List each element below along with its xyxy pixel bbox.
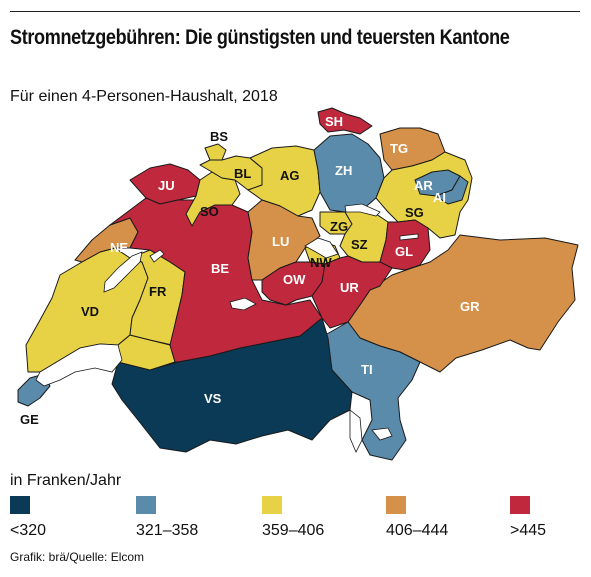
legend-swatch-gt445 (510, 496, 530, 514)
label-gr: GR (460, 299, 480, 314)
label-sh: SH (325, 114, 343, 129)
label-so: SO (200, 204, 219, 219)
label-ow: OW (283, 272, 306, 287)
legend-label-321-358: 321–358 (136, 522, 199, 539)
legend-label-lt320: <320 (10, 522, 47, 539)
legend-swatch-359-406 (262, 496, 282, 514)
lake-biel (149, 249, 165, 263)
legend-label-359-406: 359–406 (262, 522, 325, 539)
label-ur: UR (340, 280, 359, 295)
label-tg: TG (390, 141, 408, 156)
lake-zurich (344, 203, 381, 217)
lake-walen (399, 233, 419, 241)
label-zg: ZG (330, 219, 348, 234)
label-zh: ZH (335, 163, 352, 178)
lakes (35, 203, 419, 453)
label-ai: AI (433, 190, 446, 205)
label-lu: LU (272, 234, 289, 249)
label-ar: AR (414, 178, 433, 193)
canton-so[interactable] (185, 171, 241, 227)
page-subtitle: Für einen 4-Personen-Haushalt, 2018 (10, 88, 278, 105)
label-sz: SZ (351, 237, 368, 252)
legend-swatch-321-358 (136, 496, 156, 514)
label-gl: GL (395, 244, 413, 259)
legend-title: in Franken/Jahr (10, 472, 122, 489)
source-credit: Grafik: brä/Quelle: Elcom (10, 550, 145, 564)
label-nw: NW (310, 255, 332, 270)
label-bl: BL (234, 166, 251, 181)
label-ne: NE (110, 240, 128, 255)
lake-geneva (35, 343, 123, 387)
top-rule (10, 11, 580, 12)
canton-gr[interactable] (347, 234, 579, 373)
label-vd: VD (81, 304, 99, 319)
canton-lu[interactable] (247, 199, 321, 281)
label-fr: FR (149, 284, 167, 299)
canton-ti[interactable] (319, 321, 421, 461)
label-ti: TI (361, 362, 373, 377)
legend-label-gt445: >445 (510, 522, 547, 539)
canton-ag[interactable] (247, 145, 321, 217)
label-be: BE (211, 261, 229, 276)
lake-lucerne (304, 237, 339, 259)
legend-swatch-lt320 (10, 496, 30, 514)
label-vs: VS (204, 391, 222, 406)
label-ju: JU (158, 178, 175, 193)
lake-thun (229, 297, 257, 311)
canton-ai[interactable] (435, 175, 469, 205)
legend-label-406-444: 406–444 (386, 522, 449, 539)
page-title: Stromnetzgebühren: Die günstigsten und t… (10, 26, 510, 49)
label-ge: GE (20, 412, 39, 427)
legend-swatch-406-444 (386, 496, 406, 514)
lake-maggiore (349, 409, 363, 453)
label-bs: BS (210, 129, 228, 144)
canton-gl[interactable] (379, 219, 431, 271)
label-sg: SG (405, 205, 424, 220)
canton-sh[interactable] (317, 107, 373, 135)
lake-neuchatel (103, 251, 143, 293)
canton-ur[interactable] (311, 255, 393, 329)
canton-bs[interactable] (204, 143, 227, 161)
label-ag: AG (280, 168, 300, 183)
lake-lugano (371, 427, 393, 441)
